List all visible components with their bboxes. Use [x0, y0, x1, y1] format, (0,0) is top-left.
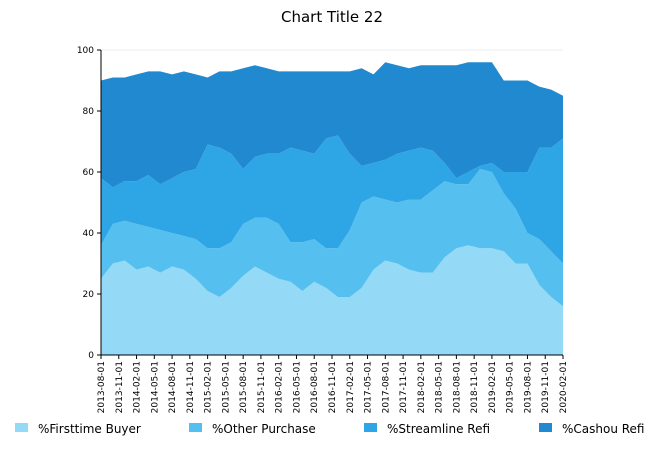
x-tick-label: 2014-11-01 — [186, 361, 196, 413]
x-axis-ticks: 2013-08-01 2013-11-01 2014-02-01 2014-05-01… — [97, 355, 569, 413]
x-tick-label: 2017-11-01 — [399, 361, 409, 413]
legend: %Firsttime Buyer %Other Purchase %Streamli… — [15, 422, 645, 436]
x-tick-label: 2017-08-01 — [381, 361, 391, 413]
y-tick-label: 40 — [83, 229, 95, 239]
area-series-group — [101, 62, 563, 355]
x-tick-label: 2018-08-01 — [452, 361, 462, 413]
x-tick-label: 2015-08-01 — [239, 361, 249, 413]
legend-swatch — [539, 423, 552, 432]
legend-swatch — [189, 423, 202, 432]
y-tick-label: 0 — [88, 351, 94, 361]
x-tick-label: 2016-08-01 — [310, 361, 320, 413]
x-tick-label: 2017-05-01 — [364, 361, 374, 413]
legend-label: %Streamline Refi — [387, 422, 490, 436]
y-tick-label: 20 — [83, 290, 95, 300]
legend-label: %Other Purchase — [212, 422, 316, 436]
area-series-3 — [101, 135, 563, 264]
y-tick-label: 100 — [77, 46, 94, 56]
legend-label: %Firsttime Buyer — [38, 422, 141, 436]
x-tick-label: 2020-02-01 — [559, 361, 569, 413]
x-tick-label: 2015-02-01 — [204, 361, 214, 413]
x-tick-label: 2019-11-01 — [541, 361, 551, 413]
y-tick-label: 80 — [83, 107, 95, 117]
x-tick-label: 2018-02-01 — [417, 361, 427, 413]
y-tick-label: 60 — [83, 168, 95, 178]
area-series-1 — [101, 245, 563, 355]
y-axis-ticks: 0 20 40 60 80 100 — [77, 46, 101, 361]
x-tick-label: 2019-05-01 — [506, 361, 516, 413]
x-tick-label: 2018-11-01 — [470, 361, 480, 413]
x-tick-label: 2016-05-01 — [292, 361, 302, 413]
x-tick-label: 2014-08-01 — [168, 361, 178, 413]
x-tick-label: 2018-05-01 — [435, 361, 445, 413]
legend-swatch — [15, 423, 28, 432]
x-tick-label: 2019-08-01 — [523, 361, 533, 413]
area-series-4 — [101, 62, 563, 188]
x-tick-label: 2019-02-01 — [488, 361, 498, 413]
x-tick-label: 2015-11-01 — [257, 361, 267, 413]
x-tick-label: 2014-05-01 — [150, 361, 160, 413]
legend-swatch — [364, 423, 377, 432]
x-tick-label: 2016-02-01 — [275, 361, 285, 413]
area-series-2 — [101, 168, 563, 307]
x-tick-label: 2013-11-01 — [115, 361, 125, 413]
x-tick-label: 2015-05-01 — [221, 361, 231, 413]
x-tick-label: 2013-08-01 — [97, 361, 107, 413]
x-tick-label: 2017-02-01 — [346, 361, 356, 413]
chart-title: Chart Title 22 — [281, 8, 383, 26]
legend-label: %Cashou Refi — [562, 422, 645, 436]
x-tick-label: 2014-02-01 — [133, 361, 143, 413]
x-tick-label: 2016-11-01 — [328, 361, 338, 413]
